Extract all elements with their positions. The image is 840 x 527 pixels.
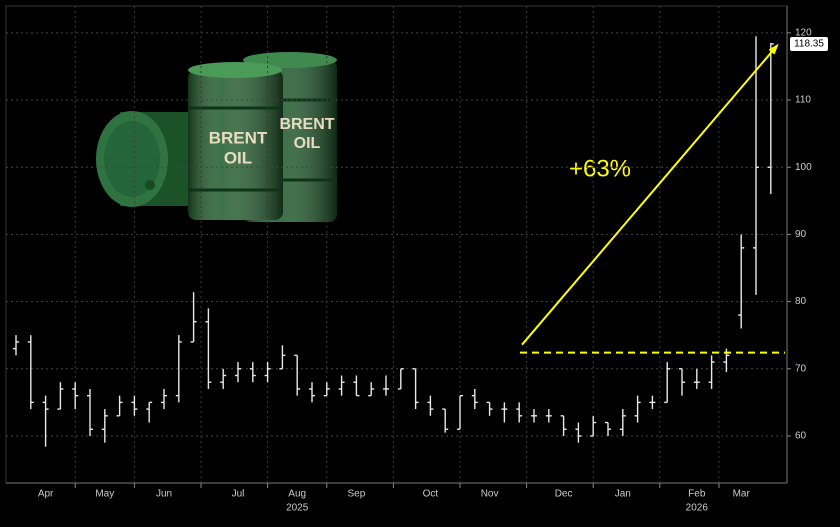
last-price-label: 118.35: [794, 39, 824, 50]
barrel-top: [188, 62, 282, 78]
barrel-label: OIL: [294, 135, 321, 152]
y-tick-label: 110: [795, 95, 811, 106]
x-tick-label: Oct: [423, 489, 439, 500]
x-tick-label: Jan: [615, 489, 631, 500]
x-tick-label: Jul: [232, 489, 245, 500]
x-tick-label: Apr: [38, 489, 54, 500]
y-tick-label: 100: [795, 162, 812, 173]
x-tick-label: Sep: [348, 489, 366, 500]
y-tick-label: 70: [795, 363, 807, 374]
y-tick-label: 90: [795, 229, 807, 240]
barrel-end-inner: [104, 121, 160, 197]
x-year-label: 2025: [286, 503, 309, 514]
x-tick-label: Mar: [733, 489, 751, 500]
y-tick-label: 120: [795, 28, 812, 39]
last-price-box: [790, 36, 828, 51]
barrel-top: [243, 52, 337, 68]
arrow-head: [768, 43, 779, 55]
annotation: +63%: [569, 155, 631, 182]
x-tick-label: Feb: [688, 489, 706, 500]
x-tick-label: Aug: [288, 489, 306, 500]
y-tick-label: 60: [795, 431, 807, 442]
y-tick-label: 80: [795, 296, 807, 307]
x-tick-label: Nov: [481, 489, 499, 500]
x-year-label: 2026: [686, 503, 709, 514]
barrel-label: BRENT: [279, 116, 334, 133]
annotation-arrow: [521, 45, 778, 346]
x-tick-label: Dec: [555, 489, 573, 500]
x-tick-label: May: [95, 489, 114, 500]
barrel-cap: [145, 180, 155, 190]
barrel-label: OIL: [224, 148, 252, 167]
barrel-label: BRENT: [209, 128, 268, 147]
x-tick-label: Jun: [156, 489, 172, 500]
